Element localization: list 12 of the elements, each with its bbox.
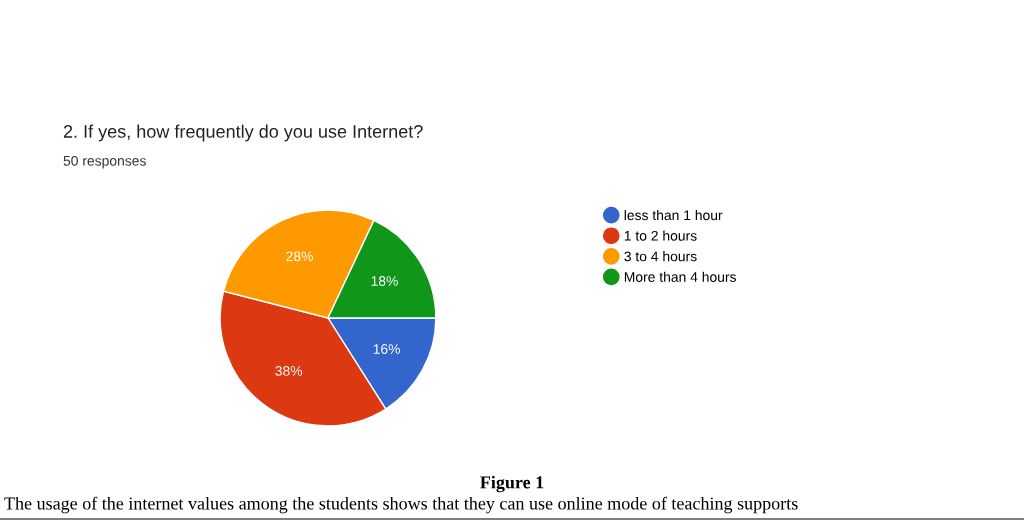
caption: Figure 1 bbox=[480, 475, 544, 493]
data-label: 16% bbox=[373, 344, 400, 354]
legend-label: 1 to 2 hours bbox=[624, 230, 697, 241]
data-label: 28% bbox=[286, 251, 313, 262]
legend-label: More than 4 hours bbox=[624, 271, 736, 282]
legend-label: 3 to 4 hours bbox=[624, 251, 697, 262]
text: The usage of the internet values among the students shows that they can use online mode of teaching supports bbox=[4, 496, 798, 514]
text: 50 responses bbox=[63, 155, 146, 169]
data-label: 38% bbox=[275, 365, 303, 376]
data-label: 18% bbox=[371, 276, 398, 286]
legend-label: less than 1 hour bbox=[624, 209, 723, 221]
chart-title: 2. If yes, how frequently do you use Internet? bbox=[63, 124, 423, 142]
